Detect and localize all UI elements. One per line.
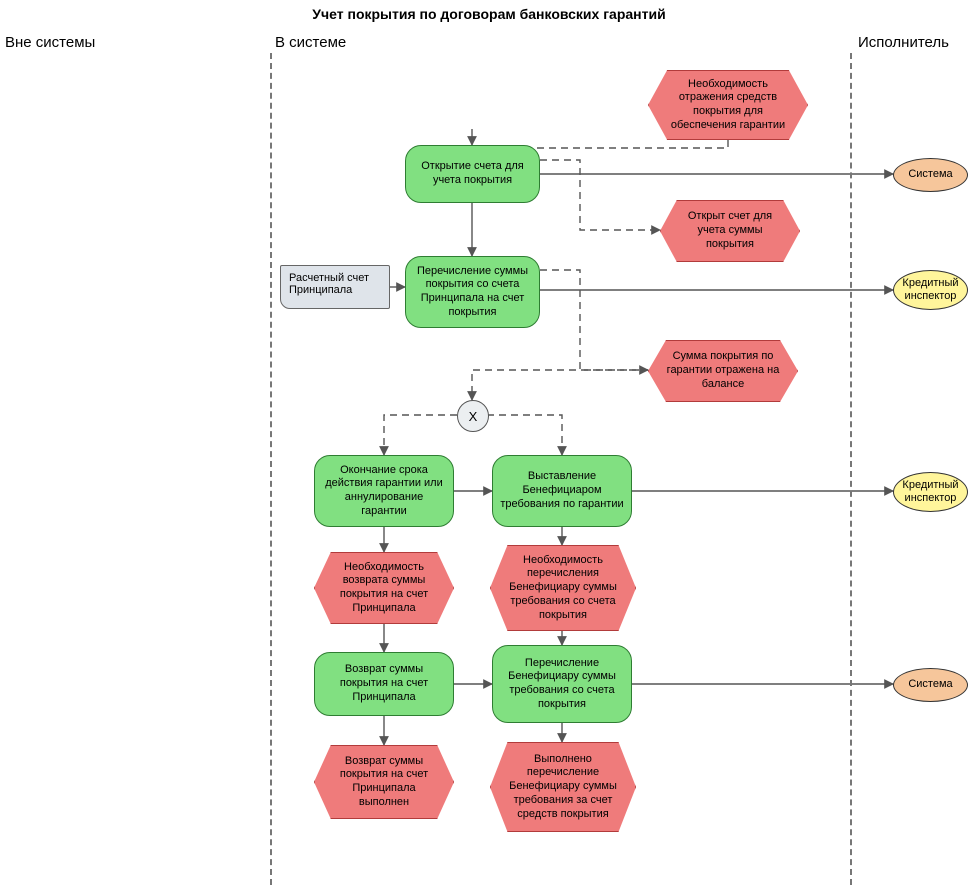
node-p4: Выставление Бенефициаром требования по г… (492, 455, 632, 527)
lane-separator-1 (850, 53, 852, 885)
node-h7: Выполнено перечисление Бенефициару суммы… (490, 742, 636, 832)
node-h6: Возврат суммы покрытия на счет Принципал… (314, 745, 454, 819)
node-h5: Необходимость перечисления Бенефициару с… (490, 545, 636, 631)
lane-separator-0 (270, 53, 272, 885)
node-p2: Перечисление суммы покрытия со счета При… (405, 256, 540, 328)
role-r2: Кредитный инспектор (893, 270, 968, 310)
node-h2: Открыт счет для учета суммы покрытия (660, 200, 800, 262)
node-gate: X (457, 400, 489, 432)
node-h1: Необходимость отражения средств покрытия… (648, 70, 808, 140)
arrows-layer (0, 0, 978, 885)
node-p1: Открытие счета для учета покрытия (405, 145, 540, 203)
node-p3: Окончание срока действия гарантии или ан… (314, 455, 454, 527)
node-h4: Необходимость возврата суммы покрытия на… (314, 552, 454, 624)
lane-label-2: Исполнитель (858, 34, 949, 51)
lane-label-0: Вне системы (5, 34, 95, 51)
lane-label-1: В системе (275, 34, 346, 51)
role-r4: Система (893, 668, 968, 702)
node-h3: Сумма покрытия по гарантии отражена на б… (648, 340, 798, 402)
diagram-title: Учет покрытия по договорам банковских га… (0, 6, 978, 22)
node-p5: Возврат суммы покрытия на счет Принципал… (314, 652, 454, 716)
role-r3: Кредитный инспектор (893, 472, 968, 512)
node-doc: Расчетный счет Принципала (280, 265, 390, 309)
flowchart-canvas: Учет покрытия по договорам банковских га… (0, 0, 978, 885)
node-p6: Перечисление Бенефициару суммы требовани… (492, 645, 632, 723)
role-r1: Система (893, 158, 968, 192)
